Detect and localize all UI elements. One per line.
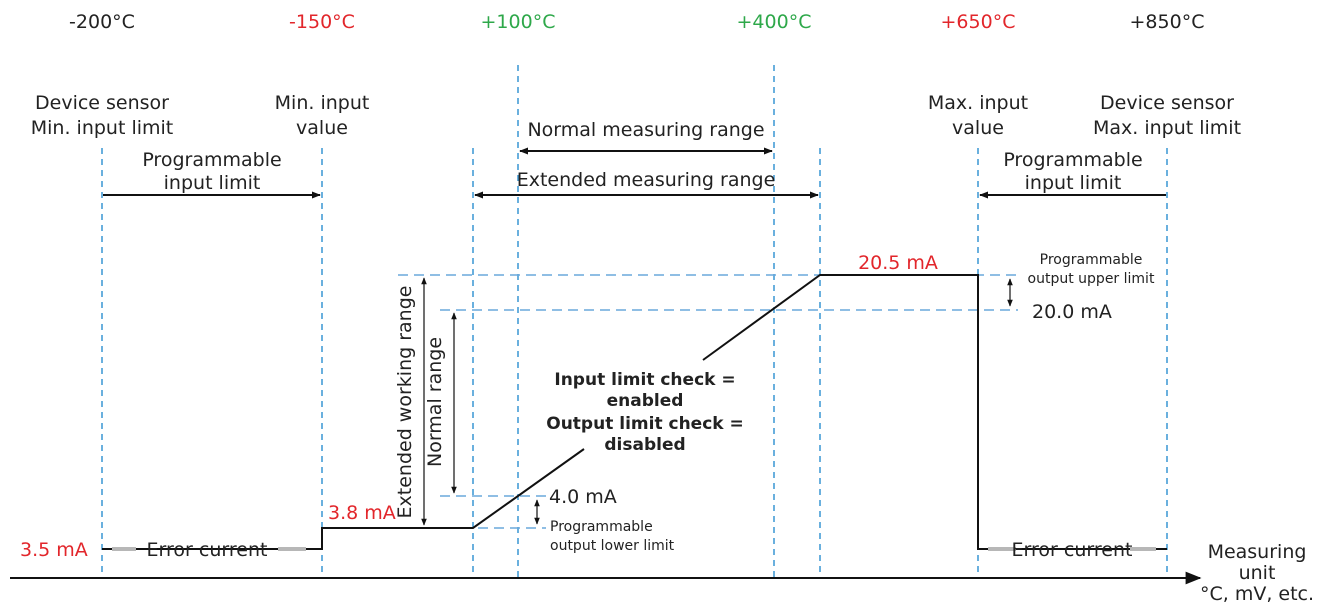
ma-label-20-5: 20.5 mA — [858, 252, 938, 274]
sensor-min-label-line1: Device sensor — [35, 92, 169, 114]
temp-label-plus-650: +650°C — [941, 11, 1016, 33]
prog-input-limit-right-line2: input limit — [1025, 172, 1122, 194]
ma-label-20-0: 20.0 mA — [1032, 301, 1112, 323]
sensor-min-label-line2: Min. input limit — [31, 117, 174, 139]
temp-label-plus-400: +400°C — [737, 11, 812, 33]
sensor-max-label-line2: Max. input limit — [1093, 117, 1241, 139]
sensor-max-label-line1: Device sensor — [1100, 92, 1234, 114]
output-curve-lower — [102, 448, 585, 550]
prog-output-lower-line1: Programmable — [550, 519, 653, 535]
prog-input-limit-left-line2: input limit — [164, 172, 261, 194]
prog-input-limit-left-line1: Programmable — [142, 149, 281, 171]
temp-label-minus-200: -200°C — [69, 11, 135, 33]
prog-output-lower-line2: output lower limit — [550, 538, 675, 554]
min-input-label-line1: Min. input — [275, 92, 370, 114]
normal-range-label: Normal range — [424, 337, 446, 467]
min-input-label-line2: value — [296, 117, 348, 139]
ma-label-3-5: 3.5 mA — [20, 539, 88, 561]
extended-working-range-label: Extended working range — [394, 286, 416, 519]
prog-output-upper-line1: Programmable — [1040, 252, 1143, 268]
output-curve-upper — [702, 274, 1167, 550]
temp-label-minus-150: -150°C — [289, 11, 355, 33]
temp-label-plus-100: +100°C — [481, 11, 556, 33]
error-current-left-label: Error current — [147, 539, 268, 561]
measuring-unit-label-line1: Measuring — [1208, 541, 1307, 563]
temp-label-plus-850: +850°C — [1130, 11, 1205, 33]
prog-output-upper-line2: output upper limit — [1028, 271, 1155, 287]
prog-input-limit-right-line1: Programmable — [1003, 149, 1142, 171]
max-input-label-line2: value — [952, 117, 1004, 139]
ma-label-3-8: 3.8 mA — [328, 502, 396, 524]
output-limit-check-label: Output limit check = — [546, 414, 744, 434]
extended-measuring-range-label: Extended measuring range — [517, 169, 776, 191]
measuring-unit-label-line2: unit — [1239, 562, 1276, 584]
normal-measuring-range-label: Normal measuring range — [527, 119, 764, 141]
measuring-unit-label-line3: °C, mV, etc. — [1200, 583, 1314, 605]
input-limit-check-label: Input limit check = — [554, 370, 735, 390]
max-input-label-line1: Max. input — [928, 92, 1028, 114]
output-limit-check-value: disabled — [604, 435, 685, 455]
input-limit-check-value: enabled — [607, 391, 684, 411]
ma-label-4-0: 4.0 mA — [549, 486, 617, 508]
error-current-right-label: Error current — [1012, 539, 1133, 561]
